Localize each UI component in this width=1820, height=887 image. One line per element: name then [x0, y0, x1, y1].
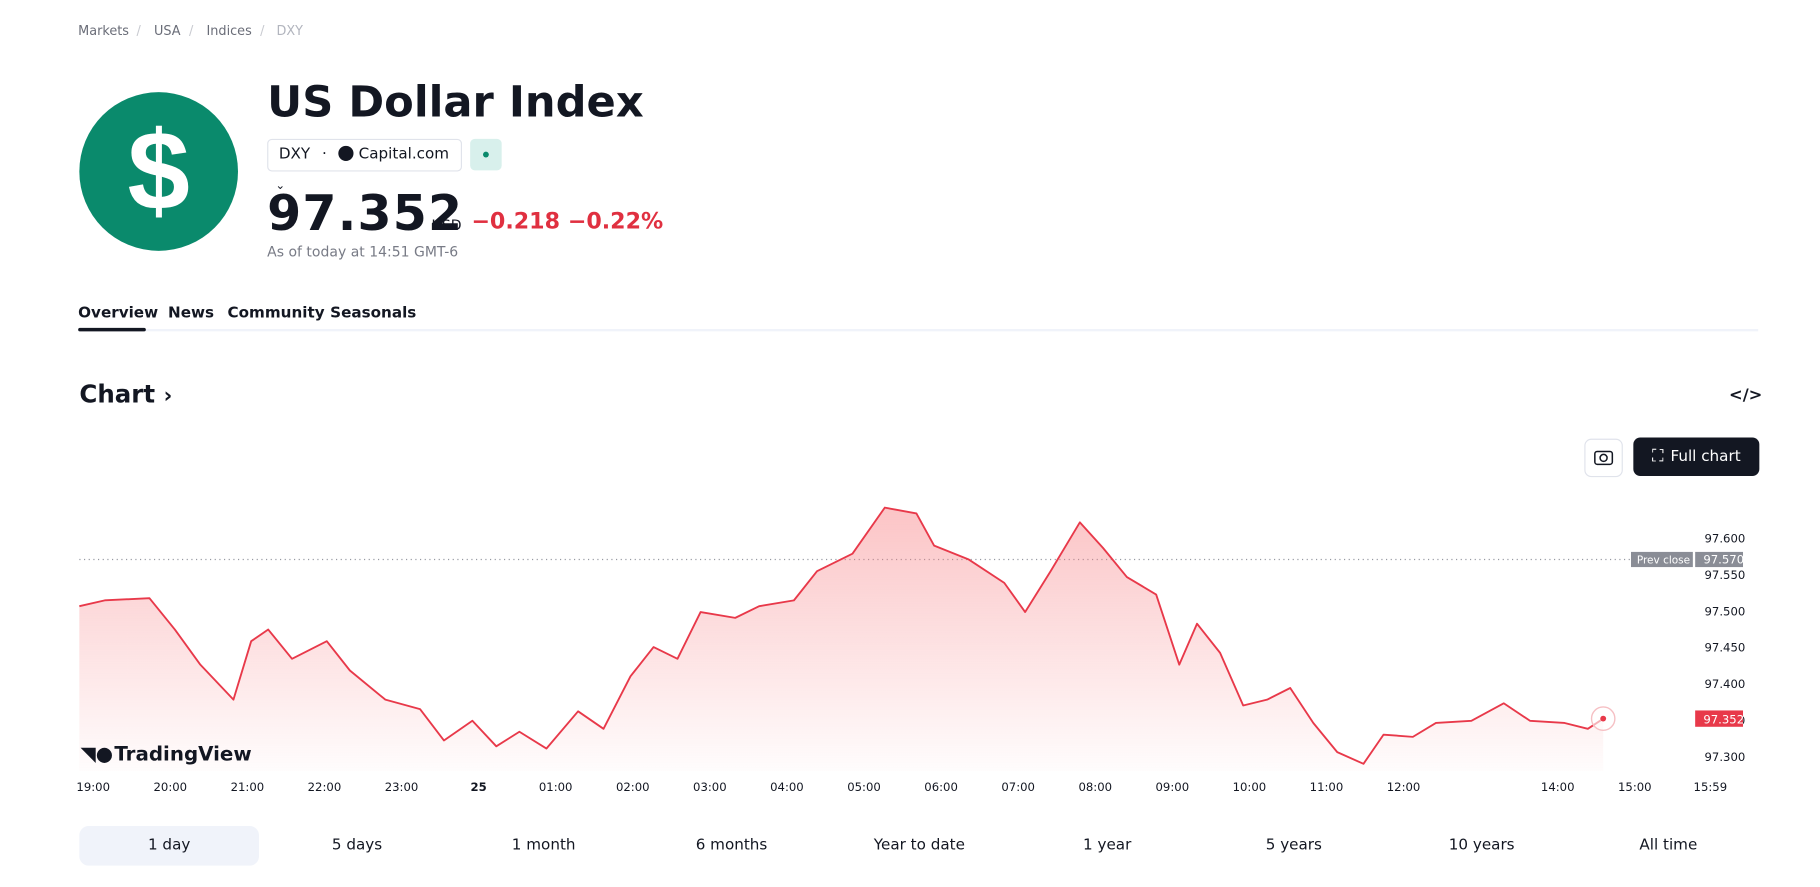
- x-tick-label: 14:00: [1541, 780, 1575, 794]
- range-button[interactable]: Year to date: [873, 836, 965, 855]
- last-price-tag: [1695, 710, 1744, 727]
- range-button[interactable]: 1 day: [79, 826, 260, 866]
- chart: 97.30097.35097.40097.45097.50097.55097.6…: [76, 506, 1746, 794]
- change: −0.218 −0.22%: [471, 209, 663, 235]
- last-price-label: 97.352: [1703, 712, 1744, 726]
- tab[interactable]: News: [168, 304, 215, 323]
- x-tick-label: 10:00: [1233, 780, 1267, 794]
- dropdown-arrow: ⌄: [275, 179, 286, 193]
- range-button[interactable]: All time: [1639, 836, 1698, 855]
- prev-close-value-tag: [1695, 551, 1744, 568]
- symbol: DXY: [278, 145, 311, 164]
- separator: /: [136, 23, 141, 39]
- active-tab-underline: [78, 327, 146, 332]
- x-tick-label: 05:00: [847, 780, 881, 794]
- status-dot: [483, 151, 489, 158]
- tab-divider: [78, 329, 1759, 332]
- y-tick-label: 97.550: [1705, 568, 1746, 582]
- x-tick-label: 12:00: [1387, 780, 1421, 794]
- x-tick-label: 15:00: [1618, 780, 1652, 794]
- y-tick-label: 97.400: [1705, 677, 1746, 691]
- full-chart-label: Full chart: [1670, 448, 1741, 466]
- watermark: TradingView: [114, 743, 251, 766]
- exchange: Capital.com: [358, 145, 450, 164]
- x-tick-label: 01:00: [539, 780, 573, 794]
- title: US Dollar Index: [267, 77, 644, 128]
- snapshot-button[interactable]: [1584, 438, 1623, 478]
- y-tick-label: 97.300: [1705, 750, 1746, 764]
- x-tick-label: 15:59: [1694, 780, 1728, 794]
- section-title-text: Chart: [79, 380, 156, 409]
- embed-button[interactable]: </>: [1729, 386, 1763, 405]
- prev-close-tag: [1631, 551, 1693, 568]
- x-tick-label: 23:00: [385, 780, 419, 794]
- range-button[interactable]: 1 year: [1083, 836, 1132, 855]
- breadcrumb[interactable]: USA: [154, 23, 181, 39]
- x-tick-label: 25: [470, 780, 486, 794]
- camera-icon: [1594, 450, 1614, 466]
- breadcrumb: DXY: [276, 23, 304, 39]
- x-tick-label: 11:00: [1310, 780, 1344, 794]
- x-tick-label: 22:00: [308, 780, 342, 794]
- x-tick-label: 06:00: [924, 780, 958, 794]
- range-button[interactable]: 6 months: [695, 836, 768, 855]
- x-tick-label: 20:00: [153, 780, 187, 794]
- tab[interactable]: Overview: [78, 304, 159, 323]
- separator: ·: [322, 145, 327, 164]
- range-button[interactable]: 1 month: [511, 836, 576, 855]
- x-tick-label: 08:00: [1078, 780, 1112, 794]
- price-line: [79, 506, 1604, 765]
- exchange-selector[interactable]: DXY · Capital.com ⌄: [267, 138, 463, 193]
- x-tick-label: 04:00: [770, 780, 804, 794]
- separator: /: [260, 23, 265, 39]
- y-tick-label: 97.450: [1705, 641, 1746, 655]
- change-percent: −0.22%: [567, 208, 664, 235]
- x-tick-label: 02:00: [616, 780, 650, 794]
- breadcrumb[interactable]: Indices: [206, 23, 252, 39]
- x-tick-label: 21:00: [231, 780, 265, 794]
- last-point: [1600, 715, 1607, 722]
- symbol-logo: $: [79, 92, 239, 251]
- watermark-icon: ◥●: [81, 743, 114, 766]
- x-tick-label: 09:00: [1156, 780, 1190, 794]
- exchange-icon: [338, 145, 354, 162]
- chevron: ›: [163, 383, 173, 409]
- tab[interactable]: Community: [227, 304, 325, 323]
- prev-close-label: Prev close: [1637, 555, 1690, 567]
- y-tick-label: 97.600: [1705, 531, 1746, 545]
- currency: USD: [431, 217, 462, 234]
- section-title[interactable]: Chart ›: [79, 380, 172, 408]
- range-button[interactable]: 10 years: [1448, 836, 1515, 855]
- x-tick-label: 19:00: [76, 780, 110, 794]
- as-of: As of today at 14:51 GMT-6: [267, 243, 459, 261]
- range-button[interactable]: 5 years: [1265, 836, 1322, 855]
- change-value: −0.218: [471, 208, 561, 235]
- y-tick-label: 97.500: [1705, 604, 1746, 618]
- full-chart-button[interactable]: ⛶ Full chart: [1633, 437, 1760, 477]
- x-tick-label: 07:00: [1001, 780, 1035, 794]
- prev-close-value: 97.570: [1703, 553, 1744, 567]
- market-status[interactable]: [470, 138, 502, 171]
- tab[interactable]: Seasonals: [330, 304, 417, 323]
- separator: /: [189, 23, 194, 39]
- area-fill: [79, 507, 1604, 772]
- range-button[interactable]: 5 days: [331, 836, 383, 855]
- breadcrumb[interactable]: Markets: [78, 23, 129, 39]
- price: 97.352: [267, 184, 464, 242]
- x-tick-label: 03:00: [693, 780, 727, 794]
- fullscreen-icon: ⛶: [1652, 446, 1664, 466]
